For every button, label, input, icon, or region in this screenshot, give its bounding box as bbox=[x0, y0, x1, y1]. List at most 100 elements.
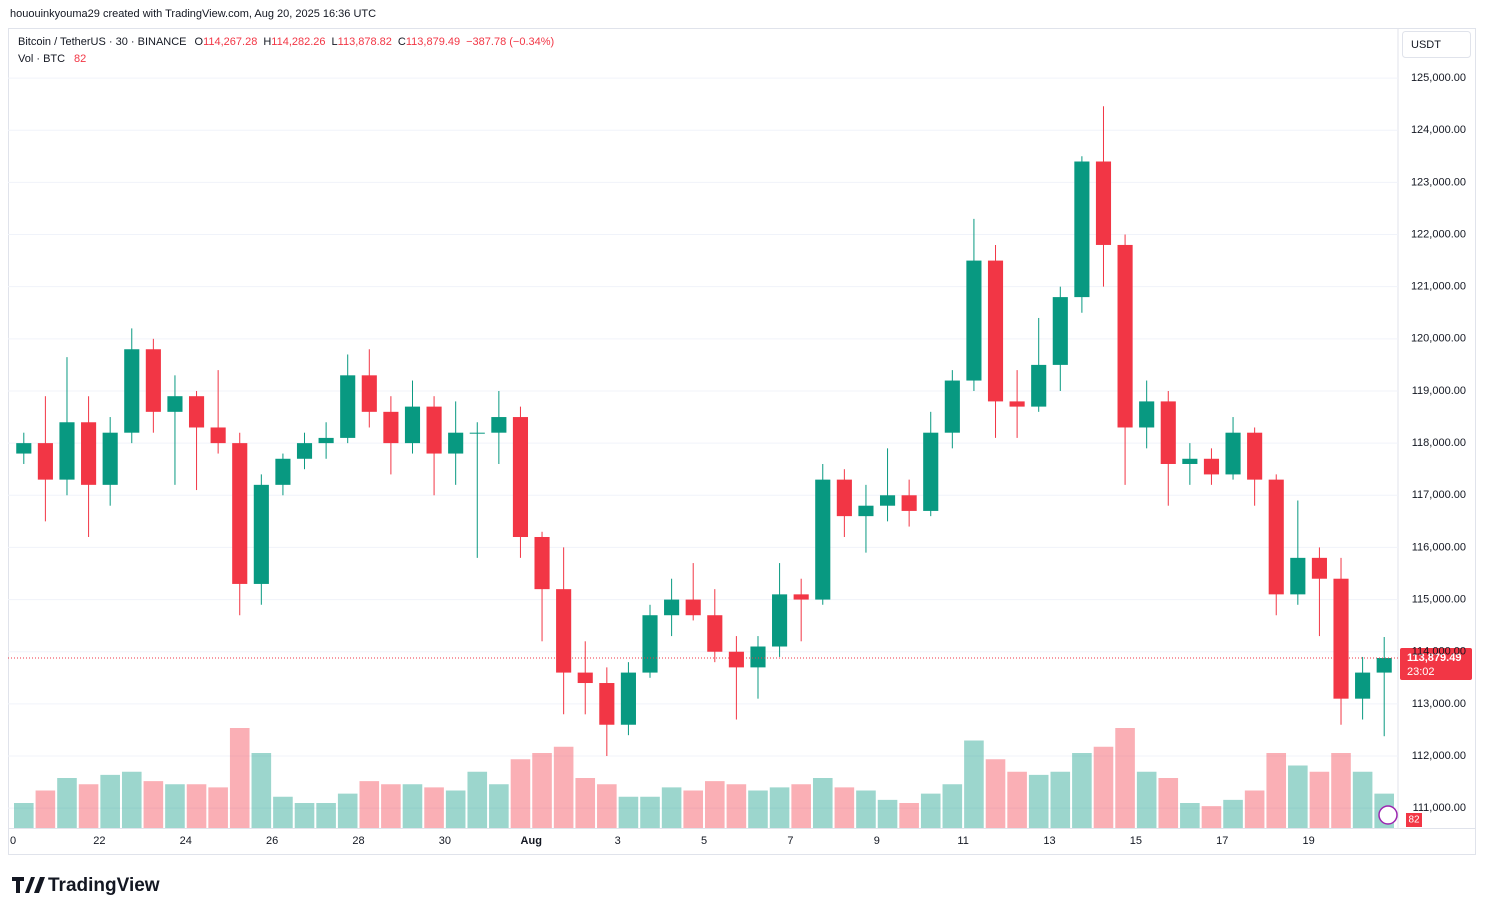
volume-bar bbox=[834, 787, 855, 828]
x-tick-label: 24 bbox=[180, 835, 192, 847]
candle-body bbox=[512, 417, 529, 537]
candle-body bbox=[1160, 401, 1176, 464]
frame bbox=[8, 28, 1476, 855]
candle-body bbox=[923, 432, 939, 511]
candle-body bbox=[383, 411, 399, 444]
y-tick-label: 120,000.00 bbox=[1411, 333, 1466, 345]
candle-body bbox=[491, 417, 507, 433]
candle-body bbox=[1074, 161, 1090, 298]
volume-bar bbox=[165, 784, 185, 828]
volume-legend-value: 82 bbox=[74, 53, 86, 65]
volume-bar bbox=[942, 784, 963, 828]
candle-body bbox=[318, 437, 334, 444]
volume-bar bbox=[877, 799, 898, 828]
volume-bar bbox=[1266, 753, 1287, 828]
y-tick-label: 114,000.00 bbox=[1412, 646, 1466, 658]
volume-bar bbox=[812, 778, 833, 828]
y-tick-label: 113,000.00 bbox=[1412, 698, 1466, 710]
volume-bar bbox=[1158, 778, 1179, 828]
candle-body bbox=[59, 422, 75, 480]
x-tick-label: 28 bbox=[352, 835, 364, 847]
y-tick-label: 116,000.00 bbox=[1412, 541, 1466, 553]
volume-bar bbox=[1180, 803, 1200, 828]
volume-bar bbox=[510, 759, 531, 828]
candle-body bbox=[534, 536, 550, 590]
candle-body bbox=[1117, 244, 1133, 428]
candle-body bbox=[145, 349, 161, 412]
x-tick-label: 0 bbox=[10, 835, 16, 847]
volume-bar bbox=[985, 759, 1006, 828]
currency-label[interactable]: USDT bbox=[1411, 39, 1441, 51]
logo: TradingView bbox=[12, 875, 160, 896]
candle-body bbox=[1247, 432, 1263, 480]
volume-bar bbox=[791, 784, 811, 828]
volume-bar bbox=[575, 778, 596, 828]
y-tick-label: 117,000.00 bbox=[1412, 489, 1466, 501]
volume-bar bbox=[143, 781, 164, 828]
x-tick-label: 19 bbox=[1303, 835, 1315, 847]
ohlc-key: H bbox=[263, 36, 271, 48]
volume-bar bbox=[273, 796, 293, 828]
candle-body bbox=[1139, 401, 1155, 428]
x-tick-label: 13 bbox=[1043, 835, 1055, 847]
volume-bar bbox=[640, 796, 660, 828]
x-tick-label: 11 bbox=[957, 835, 968, 847]
candle-body bbox=[1095, 161, 1112, 245]
volume-bar bbox=[899, 803, 919, 828]
volume-bar bbox=[964, 740, 984, 828]
currency-button[interactable] bbox=[1402, 31, 1471, 58]
x-tick-label: 30 bbox=[439, 835, 451, 847]
candle-body bbox=[1009, 401, 1025, 407]
volume-bar bbox=[251, 753, 272, 828]
volume-bar bbox=[1244, 790, 1265, 828]
candle-body bbox=[469, 432, 485, 434]
volume-bar bbox=[381, 784, 401, 828]
candle-body bbox=[599, 683, 615, 725]
candle-body bbox=[361, 375, 377, 412]
volume-pane bbox=[14, 728, 1394, 828]
volume-bar bbox=[532, 753, 552, 828]
volume-bar bbox=[1201, 806, 1222, 828]
volume-bar bbox=[683, 790, 703, 828]
y-tick-label: 121,000.00 bbox=[1411, 281, 1466, 293]
candle-body bbox=[815, 479, 831, 600]
candle-body bbox=[1290, 557, 1306, 595]
volume-bar bbox=[78, 784, 99, 828]
candle-body bbox=[1311, 557, 1327, 579]
volume-bar bbox=[467, 771, 488, 828]
candle-body bbox=[620, 672, 636, 725]
candle-body bbox=[966, 260, 982, 381]
volume-bar bbox=[359, 781, 380, 828]
volume-bar bbox=[597, 784, 617, 828]
volume-bar bbox=[1050, 771, 1071, 828]
candle-body bbox=[1333, 578, 1349, 699]
volume-bar bbox=[445, 790, 466, 828]
candle-body bbox=[188, 396, 205, 428]
alert-icon bbox=[1378, 805, 1398, 825]
ohlc-value: 114,282.26 bbox=[271, 36, 325, 48]
candle-body bbox=[664, 599, 680, 616]
candle-body bbox=[404, 406, 421, 444]
volume-bar bbox=[100, 774, 120, 828]
candle-body bbox=[1376, 658, 1392, 673]
volume-bar bbox=[1288, 765, 1308, 828]
ohlc-value: 114,267.28 bbox=[203, 36, 257, 48]
volume-bar bbox=[14, 803, 34, 828]
symbol-title: Bitcoin / TetherUS · 30 · BINANCE bbox=[18, 36, 187, 48]
candles bbox=[16, 106, 1392, 757]
volume-bar bbox=[1309, 771, 1330, 828]
candle-body bbox=[901, 495, 917, 511]
volume-badge-label: 82 bbox=[1408, 815, 1420, 826]
x-tick-label: 3 bbox=[615, 835, 621, 847]
volume-bar bbox=[337, 793, 358, 828]
y-tick-label: 119,000.00 bbox=[1412, 385, 1466, 397]
candle-body bbox=[772, 594, 788, 647]
ohlc-value: 113,879.49 bbox=[406, 36, 460, 48]
volume-bar bbox=[769, 787, 790, 828]
ohlc-value: 113,878.82 bbox=[338, 36, 392, 48]
change: −387.78 (−0.34%) bbox=[466, 36, 554, 48]
volume-bar bbox=[402, 784, 423, 828]
legend: Bitcoin / TetherUS · 30 · BINANCE O114,2… bbox=[18, 36, 554, 65]
